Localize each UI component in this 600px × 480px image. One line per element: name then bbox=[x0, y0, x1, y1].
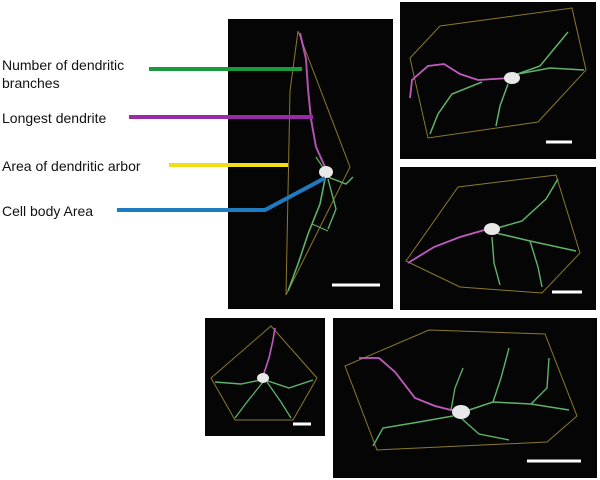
cell-body bbox=[319, 166, 333, 178]
neuron-bottom-left-image bbox=[210, 325, 318, 426]
legend-label-longest-dendrite: Longest dendrite bbox=[2, 110, 107, 126]
micrograph-neuron-bottom-right bbox=[333, 318, 597, 478]
dendrite-branch bbox=[460, 417, 510, 441]
cell-body bbox=[504, 72, 520, 84]
dendrite-branch bbox=[327, 178, 337, 230]
arbor-hull bbox=[344, 329, 578, 451]
dendrite-branch bbox=[311, 223, 329, 232]
dendrite-branch bbox=[266, 381, 292, 419]
arbor-hull bbox=[409, 7, 587, 139]
micrograph-neuron-bottom-left bbox=[205, 318, 325, 436]
dendrite-branch bbox=[462, 401, 570, 413]
dendrite-branch bbox=[492, 347, 510, 403]
dendrite-branch bbox=[493, 178, 559, 230]
dendrite-branch bbox=[530, 357, 550, 405]
dendrite-branch bbox=[495, 232, 577, 252]
longest-dendrite-path bbox=[407, 228, 489, 264]
micrograph-main-neuron bbox=[228, 19, 393, 309]
legend-label-dendritic-arbor: Area of dendritic arbor bbox=[2, 158, 141, 174]
micrograph-neuron-top-right bbox=[400, 2, 596, 159]
dendrite-branch bbox=[234, 381, 264, 419]
dendrite-branch bbox=[450, 367, 464, 411]
longest-dendrite-path bbox=[262, 327, 276, 377]
legend-label-cell-body-area: Cell body Area bbox=[2, 203, 94, 219]
neuron-top-right-image bbox=[409, 7, 587, 144]
dendrite-branch bbox=[529, 240, 543, 288]
neuron-bottom-right-image bbox=[344, 329, 581, 463]
dendrite-branch bbox=[517, 67, 585, 75]
cell-body bbox=[257, 373, 269, 383]
dendrite-branch bbox=[264, 379, 314, 389]
micrograph-neuron-middle-right bbox=[400, 167, 596, 310]
arbor-hull bbox=[210, 325, 318, 421]
main-neuron-image bbox=[285, 30, 380, 296]
arbor-hull bbox=[285, 30, 351, 296]
legend-label-dendritic-branches: Number of dendritic branches bbox=[2, 57, 125, 91]
longest-dendrite-path bbox=[359, 357, 460, 413]
dendrite-branch bbox=[495, 83, 509, 127]
neuron-middle-right-image bbox=[405, 174, 582, 294]
dendrite-branch bbox=[429, 81, 483, 135]
dendrite-branch bbox=[491, 236, 501, 286]
dendrite-branch bbox=[214, 379, 262, 385]
dendrite-branch bbox=[287, 173, 327, 292]
longest-dendrite-path bbox=[299, 32, 327, 170]
cell-body bbox=[452, 405, 470, 419]
arbor-hull bbox=[405, 174, 581, 294]
longest-dendrite-path bbox=[409, 63, 511, 99]
dendrite-branch bbox=[327, 176, 354, 185]
cell-body bbox=[484, 223, 500, 235]
dendrite-branch bbox=[372, 415, 454, 447]
